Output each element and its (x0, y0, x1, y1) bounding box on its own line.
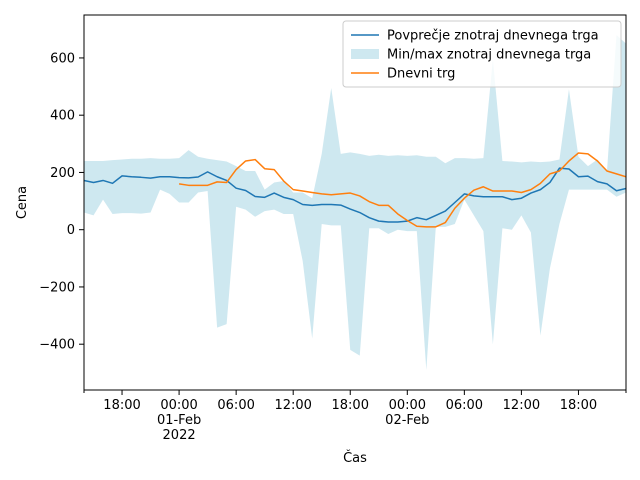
y-tick-label: −400 (39, 338, 75, 353)
x-tick-label: 00:00 (389, 398, 426, 413)
x-tick-label: 06:00 (217, 398, 254, 413)
series-line-layer (84, 152, 626, 228)
y-tick-label: 0 (67, 223, 75, 238)
intraday-average-line (84, 167, 626, 223)
x-tick-label: 01-Feb (157, 413, 201, 428)
x-tick-label: 12:00 (503, 398, 540, 413)
min-max-band-layer (84, 35, 626, 370)
x-tick-label: 02-Feb (385, 413, 429, 428)
legend-patch-swatch (351, 49, 379, 59)
x-tick-label: 06:00 (446, 398, 483, 413)
x-tick-label: 2022 (163, 428, 196, 443)
y-axis-ticks: −400 −200 0 200 400 600 (39, 51, 84, 353)
x-axis-label: Čas (343, 450, 367, 466)
legend-label: Dnevni trg (387, 67, 455, 82)
x-tick-label: 18:00 (332, 398, 369, 413)
x-tick-label: 12:00 (274, 398, 311, 413)
legend-label: Povprečje znotraj dnevnega trga (387, 29, 599, 44)
legend-box (342, 20, 622, 88)
y-tick-label: 200 (50, 166, 75, 181)
y-tick-label: 600 (50, 51, 75, 66)
min-max-band (84, 35, 626, 370)
y-tick-label: 400 (50, 109, 75, 124)
legend: Povprečje znotraj dnevnega trga Min/max z… (342, 20, 622, 88)
y-axis-label: Cena (15, 186, 30, 219)
plot-area (84, 35, 626, 370)
x-tick-label: 18:00 (103, 398, 140, 413)
day-ahead-line (178, 152, 626, 228)
x-tick-label: 18:00 (560, 398, 597, 413)
legend-label: Min/max znotraj dnevnega trga (387, 48, 591, 63)
x-tick-label: 00:00 (160, 398, 197, 413)
y-tick-label: −200 (39, 280, 75, 295)
axes-frame (83, 14, 627, 391)
